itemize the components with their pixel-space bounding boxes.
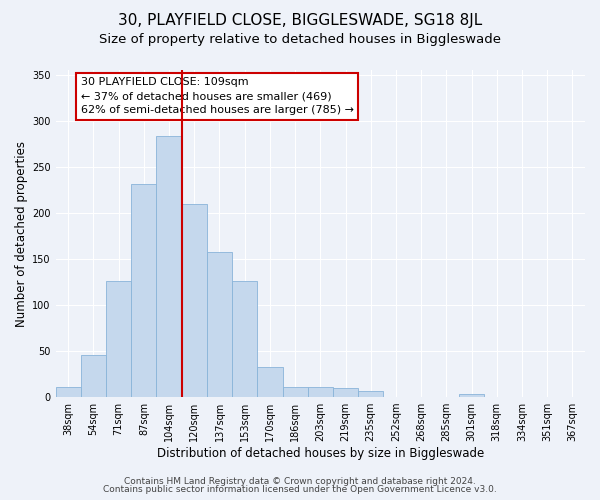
- Bar: [207, 252, 232, 397]
- Bar: [358, 390, 383, 397]
- Bar: [56, 387, 81, 397]
- Y-axis label: Number of detached properties: Number of detached properties: [15, 140, 28, 326]
- Bar: [106, 281, 131, 397]
- Text: Contains public sector information licensed under the Open Government Licence v3: Contains public sector information licen…: [103, 485, 497, 494]
- Bar: [232, 281, 257, 397]
- Bar: [333, 388, 358, 397]
- Bar: [257, 366, 283, 397]
- Text: 30, PLAYFIELD CLOSE, BIGGLESWADE, SG18 8JL: 30, PLAYFIELD CLOSE, BIGGLESWADE, SG18 8…: [118, 12, 482, 28]
- Bar: [283, 387, 308, 397]
- Bar: [459, 394, 484, 397]
- Text: Size of property relative to detached houses in Biggleswade: Size of property relative to detached ho…: [99, 32, 501, 46]
- Bar: [308, 387, 333, 397]
- X-axis label: Distribution of detached houses by size in Biggleswade: Distribution of detached houses by size …: [157, 447, 484, 460]
- Bar: [131, 184, 157, 397]
- Bar: [157, 136, 182, 397]
- Text: Contains HM Land Registry data © Crown copyright and database right 2024.: Contains HM Land Registry data © Crown c…: [124, 477, 476, 486]
- Bar: [81, 354, 106, 397]
- Text: 30 PLAYFIELD CLOSE: 109sqm
← 37% of detached houses are smaller (469)
62% of sem: 30 PLAYFIELD CLOSE: 109sqm ← 37% of deta…: [81, 78, 354, 116]
- Bar: [182, 204, 207, 397]
